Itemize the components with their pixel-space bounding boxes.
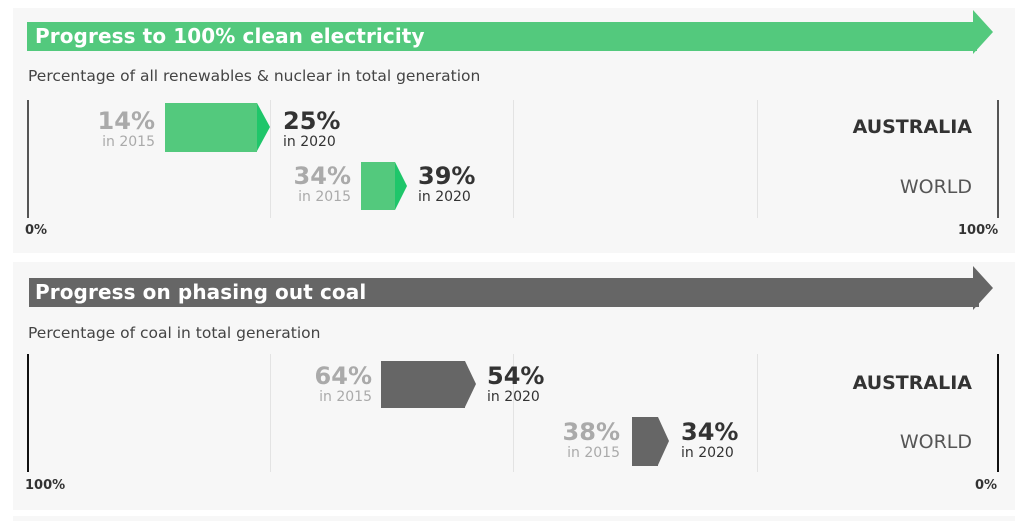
gridline-25 [270,100,271,218]
clean-electricity-panel: Progress to 100% clean electricity Perce… [13,8,1015,253]
australia-2020-value: 25% in 2020 [283,107,341,150]
arrow-head-icon [973,10,993,54]
gridline-25 [757,354,758,472]
arrow-tip-icon [257,103,270,151]
australia-2015-value: 14% in 2015 [97,107,155,150]
australia-change-arrow [381,361,476,408]
world-2020-value: 34% in 2020 [681,418,739,461]
country-label-world: WORLD [899,431,972,453]
australia-change-arrow [165,103,270,152]
gridline-75 [270,354,271,472]
arrow-tip-icon [395,162,407,210]
axis-right-line [997,100,999,218]
coal-phaseout-panel: Progress on phasing out coal Percentage … [13,262,1015,510]
world-2020-value: 39% in 2020 [418,162,476,205]
banner-bar [27,22,977,51]
country-label-australia: AUSTRALIA [852,116,972,138]
world-2015-value: 34% in 2015 [293,162,351,205]
arrow-tip-icon [465,361,476,407]
axis-label-min: 0% [975,478,998,493]
panel-subtitle: Percentage of coal in total generation [28,324,321,342]
panel-subtitle: Percentage of all renewables & nuclear i… [28,67,481,85]
axis-label-min: 0% [25,223,48,238]
axis-left-line [27,354,29,472]
axis-left-line [27,100,29,218]
world-2015-value: 38% in 2015 [562,418,620,461]
next-panel-edge [13,516,1015,521]
country-label-australia: AUSTRALIA [852,372,972,394]
arrow-tip-icon [658,417,669,465]
arrow-head-icon [973,266,993,310]
world-change-arrow [632,417,669,466]
australia-2020-value: 54% in 2020 [487,362,545,405]
axis-label-max: 100% [25,478,66,493]
australia-2015-value: 64% in 2015 [314,362,372,405]
gridline-50 [513,354,514,472]
panel-title: Progress on phasing out coal [35,280,367,304]
country-label-world: WORLD [899,176,972,198]
panel-title: Progress to 100% clean electricity [35,24,425,48]
axis-right-line [997,354,999,472]
world-change-arrow [361,162,407,210]
gridline-50 [513,100,514,218]
banner-bar [29,278,979,307]
gridline-75 [757,100,758,218]
axis-label-max: 100% [958,223,999,238]
